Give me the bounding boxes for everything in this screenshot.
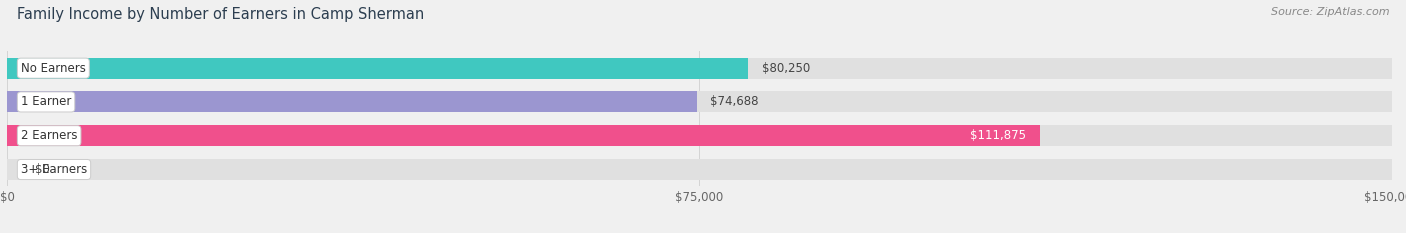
Bar — [7, 92, 1392, 112]
Text: $74,688: $74,688 — [710, 96, 759, 108]
Text: 2 Earners: 2 Earners — [21, 129, 77, 142]
Bar — [7, 125, 1040, 146]
Text: Source: ZipAtlas.com: Source: ZipAtlas.com — [1271, 7, 1389, 17]
Bar — [7, 159, 1392, 180]
Text: No Earners: No Earners — [21, 62, 86, 75]
Text: 3+ Earners: 3+ Earners — [21, 163, 87, 176]
Bar — [7, 92, 696, 112]
Text: Family Income by Number of Earners in Camp Sherman: Family Income by Number of Earners in Ca… — [17, 7, 425, 22]
Text: 1 Earner: 1 Earner — [21, 96, 72, 108]
Bar — [7, 125, 1392, 146]
Bar — [7, 58, 1392, 79]
Text: $0: $0 — [35, 163, 49, 176]
Text: $111,875: $111,875 — [970, 129, 1026, 142]
Text: $80,250: $80,250 — [762, 62, 810, 75]
Bar — [7, 58, 748, 79]
